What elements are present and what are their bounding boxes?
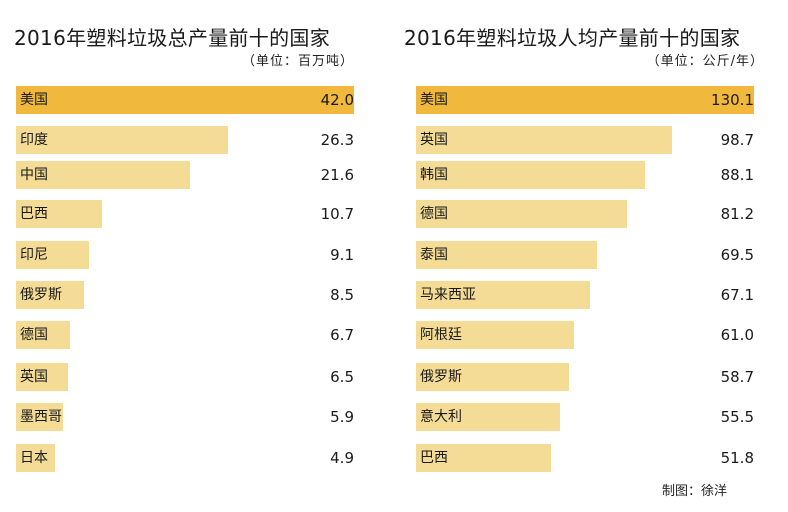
bar: [416, 281, 590, 309]
bar-row: 韩国 88.1: [416, 161, 754, 189]
bar: [416, 200, 627, 228]
bar-row: 意大利 55.5: [416, 403, 754, 431]
category-label: 印尼: [20, 247, 48, 263]
bar: [416, 86, 754, 114]
category-label: 英国: [420, 132, 448, 148]
bar-row: 德国 6.7: [16, 321, 354, 349]
category-label: 意大利: [420, 409, 462, 425]
bar: [16, 200, 102, 228]
bar: [16, 161, 190, 189]
value-label: 6.7: [330, 326, 354, 344]
bar-row: 英国 6.5: [16, 363, 354, 391]
bar-row: 中国 21.6: [16, 161, 354, 189]
category-label: 印度: [20, 132, 48, 148]
bar-row: 阿根廷 61.0: [416, 321, 754, 349]
bar: [416, 241, 597, 269]
bar-row: 马来西亚 67.1: [416, 281, 754, 309]
value-label: 69.5: [720, 246, 754, 264]
chart-title: 2016年塑料垃圾总产量前十的国家: [14, 26, 330, 50]
bar: [416, 321, 574, 349]
bar-row: 德国 81.2: [416, 200, 754, 228]
value-label: 4.9: [330, 449, 354, 467]
bar: [16, 363, 68, 391]
category-label: 韩国: [420, 167, 448, 183]
bar-row: 泰国 69.5: [416, 241, 754, 269]
category-label: 阿根廷: [420, 327, 462, 343]
chart-unit-label: （单位：公斤/年）: [646, 54, 764, 69]
category-label: 美国: [20, 92, 48, 108]
category-label: 德国: [20, 327, 48, 343]
credit-text: 制图：徐洋: [662, 484, 728, 499]
bar-row: 美国 42.0: [16, 86, 354, 114]
value-label: 61.0: [720, 326, 754, 344]
bar-row: 日本 4.9: [16, 444, 354, 472]
category-label: 巴西: [20, 206, 48, 222]
chart-per-capita-production: 2016年塑料垃圾人均产量前十的国家 （单位：公斤/年） 美国 130.1 英国 98…: [400, 0, 788, 512]
value-label: 58.7: [720, 368, 754, 386]
value-label: 6.5: [330, 368, 354, 386]
value-label: 81.2: [720, 205, 754, 223]
value-label: 51.8: [720, 449, 754, 467]
value-label: 98.7: [720, 131, 754, 149]
category-label: 马来西亚: [420, 287, 476, 303]
bar-row: 俄罗斯 8.5: [16, 281, 354, 309]
bar: [416, 363, 569, 391]
bar: [416, 126, 672, 154]
value-label: 130.1: [711, 91, 754, 109]
category-label: 俄罗斯: [420, 369, 462, 385]
bar-row: 巴西 10.7: [16, 200, 354, 228]
category-label: 俄罗斯: [20, 287, 62, 303]
value-label: 8.5: [330, 286, 354, 304]
category-label: 德国: [420, 206, 448, 222]
value-label: 42.0: [320, 91, 354, 109]
bar: [16, 403, 63, 431]
bar: [416, 403, 560, 431]
bar: [416, 161, 645, 189]
category-label: 英国: [20, 369, 48, 385]
chart-unit-label: （单位：百万吨）: [241, 54, 354, 69]
category-label: 墨西哥: [20, 409, 62, 425]
bar-row: 俄罗斯 58.7: [416, 363, 754, 391]
category-label: 中国: [20, 167, 48, 183]
bar: [16, 281, 84, 309]
bar: [16, 321, 70, 349]
category-label: 日本: [20, 450, 48, 466]
bar: [16, 126, 228, 154]
bar: [16, 444, 55, 472]
value-label: 5.9: [330, 408, 354, 426]
value-label: 88.1: [720, 166, 754, 184]
value-label: 9.1: [330, 246, 354, 264]
bar-row: 墨西哥 5.9: [16, 403, 354, 431]
bar-row: 英国 98.7: [416, 126, 754, 154]
category-label: 泰国: [420, 247, 448, 263]
value-label: 55.5: [720, 408, 754, 426]
chart-title: 2016年塑料垃圾人均产量前十的国家: [404, 26, 741, 50]
bar: [416, 444, 551, 472]
bar: [16, 241, 89, 269]
chart-total-production: 2016年塑料垃圾总产量前十的国家 （单位：百万吨） 美国 42.0 印度 26.3 中…: [0, 0, 380, 512]
category-label: 巴西: [420, 450, 448, 466]
value-label: 21.6: [320, 166, 354, 184]
value-label: 67.1: [720, 286, 754, 304]
bar-row: 印度 26.3: [16, 126, 354, 154]
bar-row: 美国 130.1: [416, 86, 754, 114]
category-label: 美国: [420, 92, 448, 108]
value-label: 26.3: [320, 131, 354, 149]
bar: [16, 86, 354, 114]
value-label: 10.7: [320, 205, 354, 223]
bar-row: 印尼 9.1: [16, 241, 354, 269]
bar-row: 巴西 51.8: [416, 444, 754, 472]
